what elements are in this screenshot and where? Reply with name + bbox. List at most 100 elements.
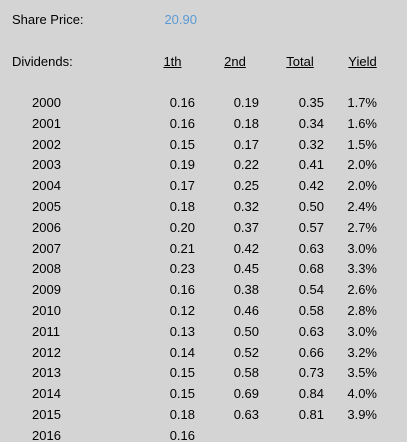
cell-total[interactable]: 0.50 — [298, 199, 324, 214]
cell-yield[interactable]: 2.8% — [347, 303, 377, 318]
table-row: 2002 0.15 0.17 0.32 1.5% — [0, 134, 407, 155]
cell-second[interactable]: 0.46 — [233, 303, 259, 318]
cell-yield[interactable]: 3.5% — [347, 365, 377, 381]
header-yield[interactable]: Yield — [348, 54, 377, 69]
dividends-label[interactable]: Dividends: — [12, 54, 73, 69]
cell-year[interactable]: 2002 — [32, 136, 61, 152]
cell-year[interactable]: 2003 — [32, 157, 61, 173]
cell-year[interactable]: 2000 — [32, 95, 61, 110]
cell-yield[interactable]: 1.6% — [347, 115, 377, 131]
cell-yield[interactable]: 2.6% — [347, 282, 377, 298]
cell-second[interactable]: 0.58 — [233, 365, 259, 381]
cell-total[interactable]: 0.32 — [298, 136, 324, 152]
cell-first[interactable]: 0.15 — [169, 365, 195, 381]
share-price-label[interactable]: Share Price: — [12, 12, 84, 27]
cell-second[interactable]: 0.42 — [233, 240, 259, 256]
cell-total[interactable]: 0.63 — [298, 240, 324, 256]
cell-second[interactable]: 0.18 — [233, 115, 259, 131]
cell-second[interactable]: 0.17 — [233, 136, 259, 152]
cell-second[interactable] — [210, 425, 259, 446]
share-price-value[interactable]: 20.90 — [164, 12, 197, 27]
cell-second[interactable]: 0.22 — [233, 157, 259, 173]
table-row: 2016 0.16 — [0, 425, 407, 446]
cell-first[interactable]: 0.15 — [169, 136, 195, 152]
cell-second[interactable]: 0.38 — [233, 282, 259, 298]
cell-year[interactable]: 2006 — [32, 219, 61, 235]
cell-yield[interactable]: 4.0% — [347, 386, 377, 402]
cell-yield[interactable]: 1.7% — [347, 95, 377, 110]
cell-total[interactable] — [272, 425, 324, 446]
cell-year[interactable]: 2005 — [32, 199, 61, 214]
cell-year[interactable]: 2012 — [32, 344, 61, 360]
cell-first[interactable]: 0.20 — [169, 219, 195, 235]
cell-yield[interactable]: 2.0% — [347, 178, 377, 194]
cell-total[interactable]: 0.42 — [298, 178, 324, 194]
cell-total[interactable]: 0.68 — [298, 261, 324, 277]
cell-second[interactable]: 0.52 — [233, 344, 259, 360]
cell-total[interactable]: 0.63 — [298, 323, 324, 339]
cell-total[interactable]: 0.34 — [298, 115, 324, 131]
cell-yield[interactable]: 2.7% — [347, 219, 377, 235]
table-row: 2004 0.17 0.25 0.42 2.0% — [0, 175, 407, 196]
cell-total[interactable]: 0.35 — [298, 95, 324, 110]
cell-first[interactable]: 0.16 — [169, 282, 195, 298]
header-first[interactable]: 1th — [163, 54, 182, 69]
cell-year[interactable]: 2004 — [32, 178, 61, 194]
cell-yield[interactable]: 3.9% — [347, 407, 377, 422]
cell-total[interactable]: 0.57 — [298, 219, 324, 235]
cell-first[interactable]: 0.23 — [169, 261, 195, 277]
cell-year[interactable]: 2007 — [32, 240, 61, 256]
cell-first[interactable]: 0.14 — [169, 344, 195, 360]
cell-first[interactable]: 0.16 — [169, 115, 195, 131]
cell-year[interactable]: 2014 — [32, 386, 61, 402]
table-row: 2014 0.15 0.69 0.84 4.0% — [0, 383, 407, 404]
cell-total[interactable]: 0.58 — [298, 303, 324, 318]
cell-year[interactable]: 2009 — [32, 282, 61, 298]
cell-first[interactable]: 0.18 — [169, 407, 195, 422]
cell-second[interactable]: 0.37 — [233, 219, 259, 235]
cell-yield[interactable]: 1.5% — [347, 136, 377, 152]
cell-year[interactable]: 2010 — [32, 303, 61, 318]
cell-second[interactable]: 0.50 — [233, 323, 259, 339]
cell-yield[interactable]: 2.0% — [347, 157, 377, 173]
cell-total[interactable]: 0.73 — [298, 365, 324, 381]
cell-first[interactable]: 0.19 — [169, 157, 195, 173]
cell-total[interactable]: 0.81 — [298, 407, 324, 422]
cell-second[interactable]: 0.63 — [233, 407, 259, 422]
cell-yield[interactable]: 3.0% — [347, 240, 377, 256]
cell-second[interactable]: 0.19 — [233, 95, 259, 110]
cell-first[interactable]: 0.16 — [169, 427, 195, 443]
cell-first[interactable]: 0.16 — [169, 95, 195, 110]
cell-second[interactable]: 0.25 — [233, 178, 259, 194]
cell-year[interactable]: 2011 — [32, 323, 60, 339]
cell-first[interactable]: 0.18 — [169, 199, 195, 214]
cell-year[interactable]: 2008 — [32, 261, 61, 277]
cell-second[interactable]: 0.69 — [233, 386, 259, 402]
cell-first[interactable]: 0.12 — [169, 303, 195, 318]
cell-year[interactable]: 2001 — [32, 115, 61, 131]
cell-first[interactable]: 0.15 — [169, 386, 195, 402]
cell-total[interactable]: 0.66 — [298, 344, 324, 360]
cell-yield[interactable]: 3.0% — [347, 323, 377, 339]
cell-second[interactable]: 0.45 — [233, 261, 259, 277]
cell-first[interactable]: 0.21 — [169, 240, 195, 256]
column-divider — [147, 0, 148, 442]
cell-total[interactable]: 0.54 — [298, 282, 324, 298]
header-total[interactable]: Total — [286, 54, 314, 69]
cell-total[interactable]: 0.84 — [298, 386, 324, 402]
cell-total[interactable]: 0.41 — [298, 157, 324, 173]
cell-yield[interactable]: 3.2% — [347, 344, 377, 360]
column-divider — [204, 0, 205, 442]
cell-first[interactable]: 0.17 — [169, 178, 195, 194]
cell-first[interactable]: 0.13 — [169, 323, 195, 339]
cell-yield[interactable] — [330, 425, 377, 446]
cell-year[interactable]: 2013 — [32, 365, 61, 381]
cell-yield[interactable]: 2.4% — [347, 199, 377, 214]
header-second[interactable]: 2nd — [224, 54, 246, 69]
cell-yield[interactable]: 3.3% — [347, 261, 377, 277]
cell-year[interactable]: 2015 — [32, 407, 61, 422]
table-row: 2003 0.19 0.22 0.41 2.0% — [0, 154, 407, 175]
cell-second[interactable]: 0.32 — [233, 199, 259, 214]
cell-year[interactable]: 2016 — [32, 427, 61, 443]
